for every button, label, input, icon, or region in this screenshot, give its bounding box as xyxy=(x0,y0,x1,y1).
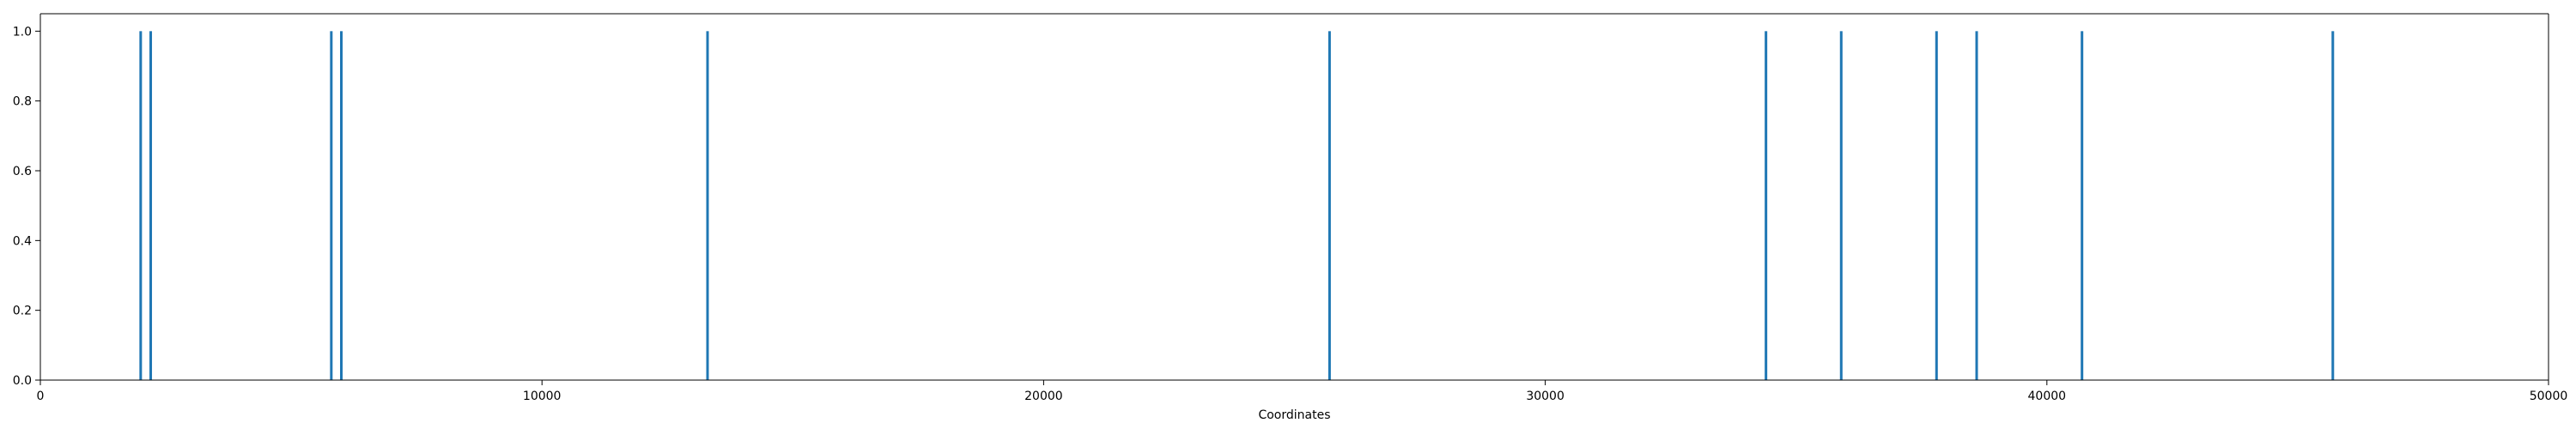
bar-9 xyxy=(1975,31,1978,380)
x-tick-label-5: 50000 xyxy=(2530,390,2568,403)
bar-10 xyxy=(2081,31,2084,380)
y-tick-label-2: 0.4 xyxy=(13,234,32,248)
bar-6 xyxy=(1765,31,1768,380)
x-tick-label-4: 40000 xyxy=(2028,390,2067,403)
x-axis-label: Coordinates xyxy=(1258,408,1330,422)
x-tick-label-0: 0 xyxy=(37,390,45,403)
x-tick-label-1: 10000 xyxy=(523,390,562,403)
bar-5 xyxy=(1327,31,1331,380)
y-tick-label-1: 0.2 xyxy=(13,305,32,318)
bars-layer xyxy=(139,31,2335,380)
y-tick-label-3: 0.6 xyxy=(13,165,32,178)
bar-11 xyxy=(2331,31,2335,380)
y-tick-label-5: 1.0 xyxy=(13,25,32,39)
bar-8 xyxy=(1935,31,1938,380)
ticks-layer: 0 10000 20000 30000 40000 50000 0.0 0.2 0.4 0.6 0.… xyxy=(13,25,2568,403)
bar-3 xyxy=(340,31,343,380)
bar-1 xyxy=(149,31,153,380)
bar-4 xyxy=(706,31,709,380)
x-tick-label-2: 20000 xyxy=(1024,390,1063,403)
bar-0 xyxy=(139,31,143,380)
bar-2 xyxy=(330,31,333,380)
bar-7 xyxy=(1839,31,1843,380)
x-tick-label-3: 30000 xyxy=(1526,390,1564,403)
y-tick-label-0: 0.0 xyxy=(13,374,32,388)
y-tick-label-4: 0.8 xyxy=(13,95,32,109)
axes-layer xyxy=(39,13,2549,381)
